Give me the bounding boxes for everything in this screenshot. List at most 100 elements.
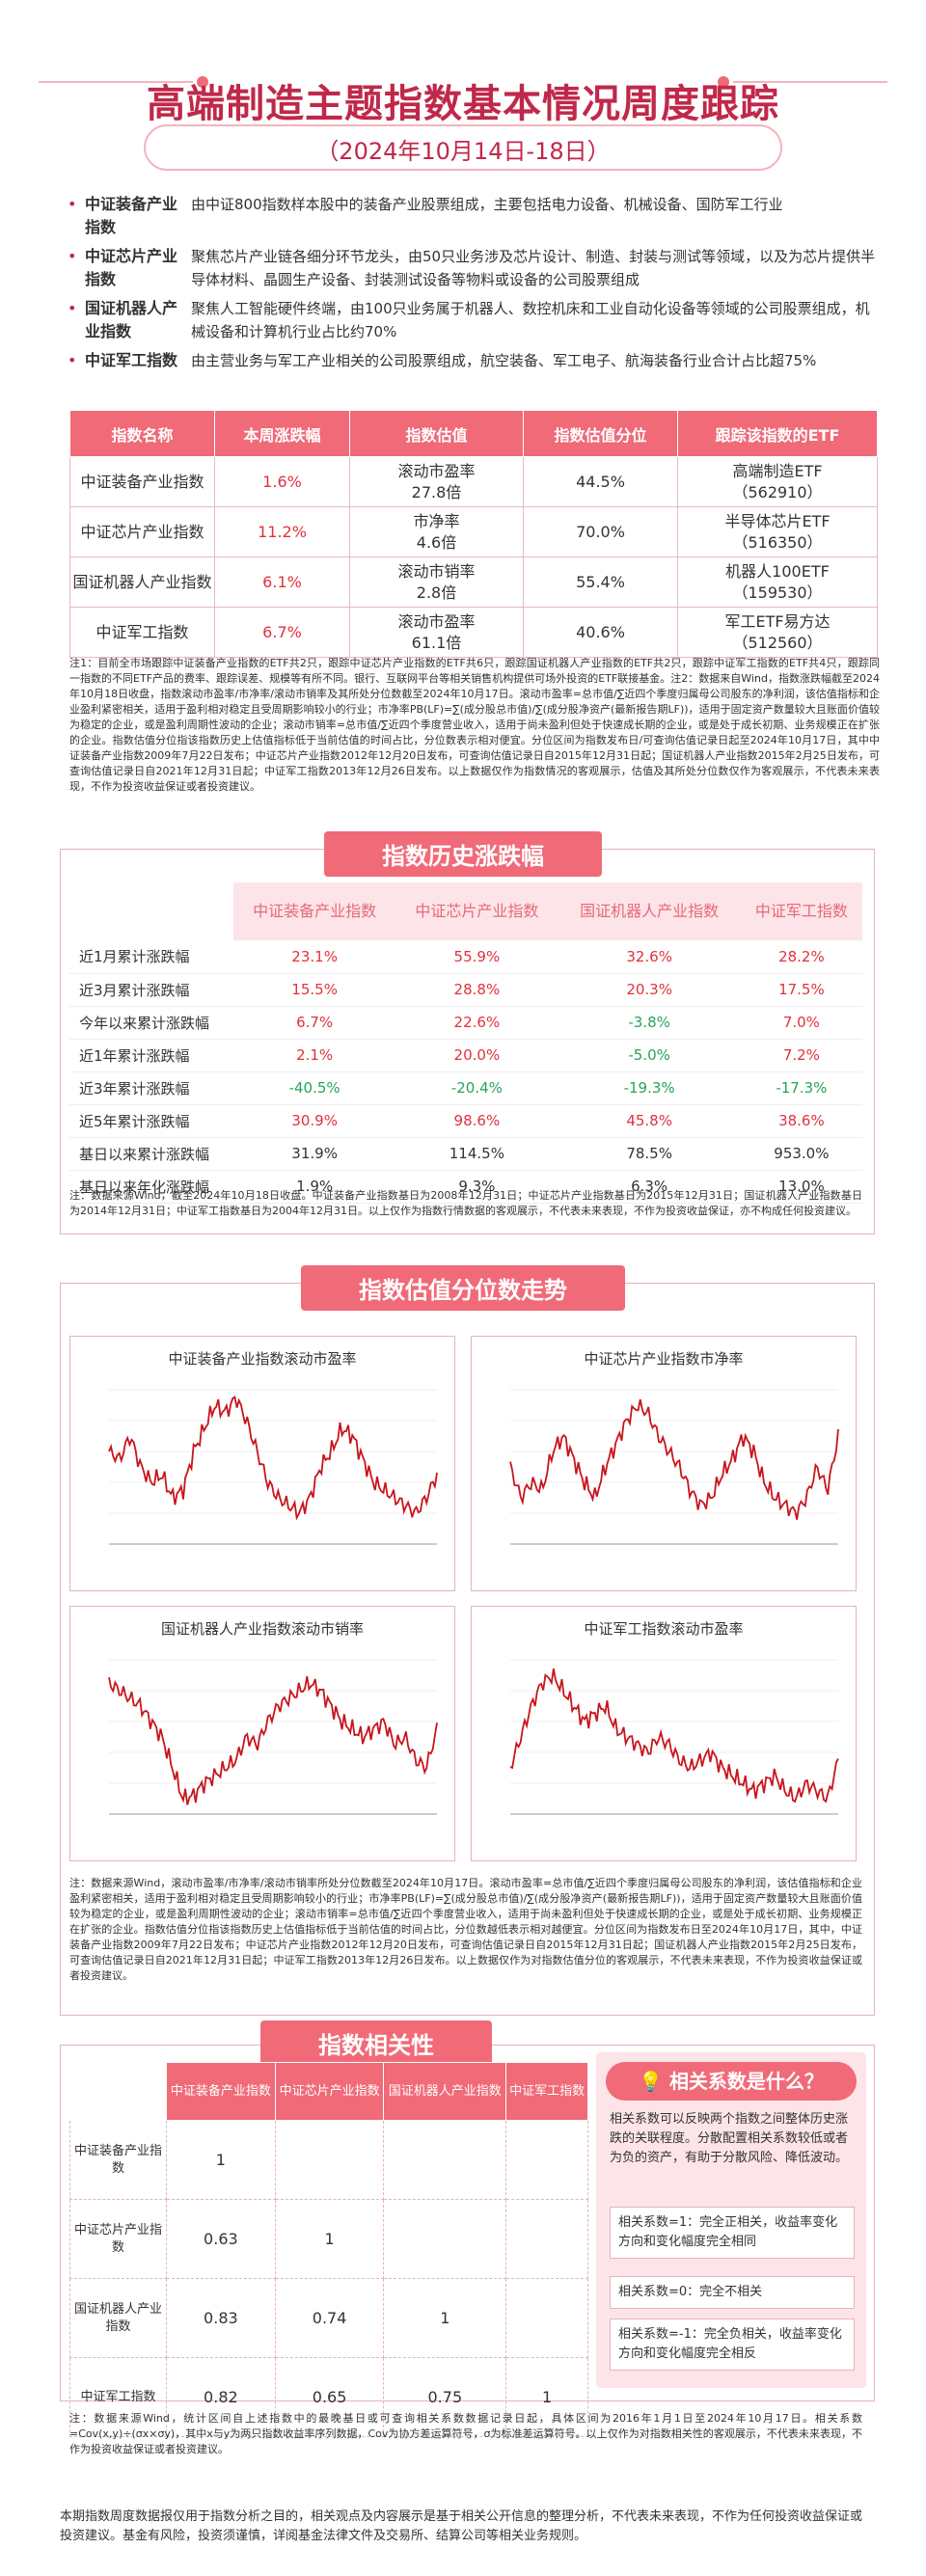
correlation-value: 1: [166, 2120, 276, 2200]
cell-value: 78.5%: [558, 1137, 741, 1171]
header-decoration: [39, 76, 887, 171]
correlation-value: 0.82: [166, 2357, 276, 2437]
intro-item: • 中证军工指数 由主营业务与军工产业相关的公司股票组成，航空装备、军工电子、航…: [68, 349, 878, 372]
etf-code: （516350）: [732, 532, 823, 552]
bullet-icon: •: [68, 299, 77, 317]
valuation-value: 4.6倍: [416, 532, 457, 552]
weekly-change: 1.6%: [214, 456, 350, 507]
valuation-percentile: 55.4%: [523, 556, 678, 608]
table-row: 国证机器人产业指数 0.83 0.74 1: [69, 2278, 588, 2358]
table-row: 近1年累计涨跌幅 2.1% 20.0% -5.0% 7.2%: [69, 1039, 862, 1072]
correlation-value: 0.75: [383, 2357, 507, 2437]
table-row: 中证军工指数 0.82 0.65 0.75 1: [69, 2357, 588, 2437]
correlation-value: 1: [274, 2199, 385, 2279]
series-line: [509, 1398, 839, 1520]
table-row: 近3年累计涨跌幅 -40.5% -20.4% -19.3% -17.3%: [69, 1071, 862, 1105]
correlation-value: [505, 2278, 588, 2358]
note-3: 注：数据来源Wind，滚动市盈率/市净率/滚动市销率所处分位数截至2024年10…: [69, 1877, 862, 1982]
chart-1: 中证装备产业指数滚动市盈率: [69, 1336, 455, 1591]
chart-2: 中证芯片产业指数市净率: [471, 1336, 857, 1591]
weekly-change: 6.7%: [214, 607, 350, 658]
table-header: 跟踪该指数的ETF: [677, 410, 878, 457]
bullet-icon: •: [68, 195, 77, 213]
cell-value: 38.6%: [740, 1104, 862, 1138]
cell-value: -3.8%: [558, 1006, 741, 1040]
intro-name: 中证芯片产业指数: [85, 247, 178, 288]
correlation-value: 0.74: [274, 2278, 385, 2358]
cell-value: 13.0%: [740, 1170, 862, 1204]
history-table: 中证装备产业指数 中证芯片产业指数 国证机器人产业指数 中证军工指数 近1月累计…: [69, 882, 862, 1204]
intro-item: • 中证装备产业指数 由中证800指数样本股中的装备产业股票组成，主要包括电力设…: [68, 193, 878, 239]
chart-4: 中证军工指数滚动市盈率: [471, 1606, 857, 1861]
correlation-value: [274, 2120, 385, 2200]
cell-value: 28.2%: [740, 940, 862, 974]
table-header: 中证军工指数: [505, 2062, 588, 2121]
cell-value: 23.1%: [233, 940, 396, 974]
cell-value: 1.9%: [233, 1170, 396, 1204]
table-header: 中证装备产业指数: [233, 882, 396, 940]
cell-value: -19.3%: [558, 1071, 741, 1105]
valuation-percentile: 70.0%: [523, 506, 678, 557]
table-row: 基日以来年化涨跌幅 1.9% 9.3% 6.3% 13.0%: [69, 1170, 862, 1204]
table-header-blank: [69, 882, 233, 940]
row-label: 中证装备产业指数: [69, 2120, 167, 2200]
row-label: 基日以来年化涨跌幅: [69, 1170, 233, 1204]
intro-name: 中证军工指数: [85, 351, 178, 369]
etf-name: 高端制造ETF: [732, 461, 823, 480]
row-label: 近5年累计涨跌幅: [69, 1104, 233, 1138]
table-row: 中证装备产业指数 1: [69, 2120, 588, 2200]
table-header: 国证机器人产业指数: [558, 882, 741, 940]
cell-value: 45.8%: [558, 1104, 741, 1138]
table-row: 近5年累计涨跌幅 30.9% 98.6% 45.8% 38.6%: [69, 1104, 862, 1138]
row-label: 近3月累计涨跌幅: [69, 973, 233, 1007]
correlation-value: 1: [505, 2357, 588, 2437]
intro-desc: 聚焦人工智能硬件终端，由100只业务属于机器人、数控机床和工业自动化设备等领域的…: [191, 300, 870, 340]
index-name: 中证芯片产业指数: [69, 506, 215, 557]
intro-name: 中证装备产业指数: [85, 195, 178, 236]
section-history-title: 指数历史涨跌幅: [0, 831, 926, 877]
valuation-value: 61.1倍: [411, 633, 462, 652]
etf-code: （562910）: [732, 482, 823, 502]
cell-value: 31.9%: [233, 1137, 396, 1171]
page-title: 高端制造主题指数基本情况周度跟踪: [147, 82, 779, 126]
table-row: 中证芯片产业指数 11.2% 市净率 4.6倍 70.0% 半导体芯片ETF （51…: [69, 506, 878, 557]
etf-name: 军工ETF易方达: [724, 611, 831, 631]
series-line: [108, 1675, 438, 1805]
weekly-change: 11.2%: [214, 506, 350, 557]
series-line: [509, 1668, 839, 1803]
chart-1-plot: [108, 1389, 438, 1545]
cell-value: 6.7%: [233, 1006, 396, 1040]
cell-value: -20.4%: [395, 1071, 558, 1105]
summary-table: 指数名称 本周涨跌幅 指数估值 指数估值分位 跟踪该指数的ETF 中证装备产业指…: [69, 410, 878, 658]
header: 高端制造主题指数基本情况周度跟踪 （2024年10月14日-18日）: [0, 0, 926, 207]
intro-item: • 国证机器人产业指数 聚焦人工智能硬件终端，由100只业务属于机器人、数控机床…: [68, 297, 878, 343]
chart-title: 中证芯片产业指数市净率: [584, 1350, 744, 1368]
footer-disclaimer: 本期指数周度数据报仅用于指数分析之目的，相关观点及内容展示是基于相关公开信息的整…: [60, 2509, 863, 2543]
cell-value: 953.0%: [740, 1137, 862, 1171]
chart-title: 中证装备产业指数滚动市盈率: [168, 1350, 357, 1368]
cell-value: 20.3%: [558, 973, 741, 1007]
chart-2-plot: [509, 1389, 839, 1545]
cell-value: 28.8%: [395, 973, 558, 1007]
note-2: 注：数据来源Wind，截至2024年10月18日收盘。中证装备产业指数基日为20…: [69, 1189, 862, 1217]
cell-value: 98.6%: [395, 1104, 558, 1138]
weekly-change: 6.1%: [214, 556, 350, 608]
valuation-label: 滚动市销率: [397, 561, 476, 581]
valuation-value: 27.8倍: [411, 482, 462, 502]
cell-value: -5.0%: [558, 1039, 741, 1072]
correlation-value: 0.65: [274, 2357, 385, 2437]
section-valuation-title: 指数估值分位数走势: [0, 1265, 926, 1311]
intro-list: • 中证装备产业指数 由中证800指数样本股中的装备产业股票组成，主要包括电力设…: [68, 193, 878, 378]
intro-desc: 由主营业务与军工产业相关的公司股票组成，航空装备、军工电子、航海装备行业合计占比…: [191, 352, 817, 369]
etf: 半导体芯片ETF （516350）: [677, 506, 878, 557]
index-name: 中证军工指数: [69, 607, 215, 658]
bullet-icon: •: [68, 247, 77, 265]
note-1: 注1：目前全市场跟踪中证装备产业指数的ETF共2只，跟踪中证芯片产业指数的ETF…: [69, 657, 880, 793]
cell-value: 30.9%: [233, 1104, 396, 1138]
faq-item: 相关系数=1：完全正相关，收益率变化方向和变化幅度完全相同: [610, 2207, 855, 2259]
cell-value: 55.9%: [395, 940, 558, 974]
table-row: 中证芯片产业指数 0.63 1: [69, 2199, 588, 2279]
correlation-value: [383, 2120, 507, 2200]
table-row: 近1月累计涨跌幅 23.1% 55.9% 32.6% 28.2%: [69, 940, 862, 974]
note-4: 注：数据来源Wind，统计区间自上述指数中的最晚基日或可查询相关系数数据记录日起…: [69, 2412, 862, 2455]
